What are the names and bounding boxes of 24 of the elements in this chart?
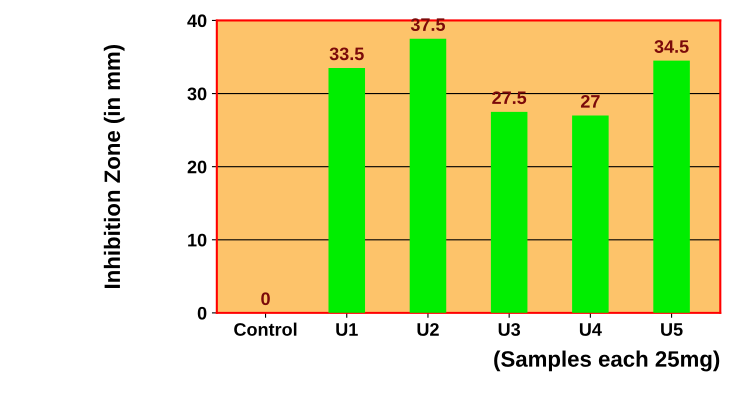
x-axis-title: (Samples each 25mg) — [494, 350, 720, 372]
data-label: 0 — [261, 292, 270, 306]
data-label: 33.5 — [330, 47, 364, 60]
x-tick-label: U5 — [661, 323, 683, 336]
bar — [572, 115, 609, 313]
x-tick-label: Control — [234, 322, 296, 336]
y-tick-label: 0 — [198, 306, 206, 320]
y-tick-label: 40 — [187, 14, 206, 28]
data-label: 27.5 — [492, 91, 526, 104]
bar — [328, 68, 366, 313]
data-label: 37.5 — [410, 18, 446, 32]
y-tick-label: 30 — [187, 87, 206, 100]
data-label: 34.5 — [654, 40, 689, 53]
y-tick-label: 10 — [188, 234, 206, 246]
x-tick-label: U3 — [498, 323, 520, 336]
x-tick-label: U4 — [580, 323, 602, 336]
data-label: 27 — [580, 94, 600, 108]
bar — [490, 112, 528, 313]
y-tick-label: 20 — [188, 160, 206, 174]
x-tick-label: U2 — [418, 323, 439, 336]
y-axis-title: Inhibition Zone (in mm) — [104, 44, 125, 288]
x-tick-label: U1 — [336, 323, 358, 336]
bar — [410, 38, 446, 313]
bar — [653, 60, 690, 313]
